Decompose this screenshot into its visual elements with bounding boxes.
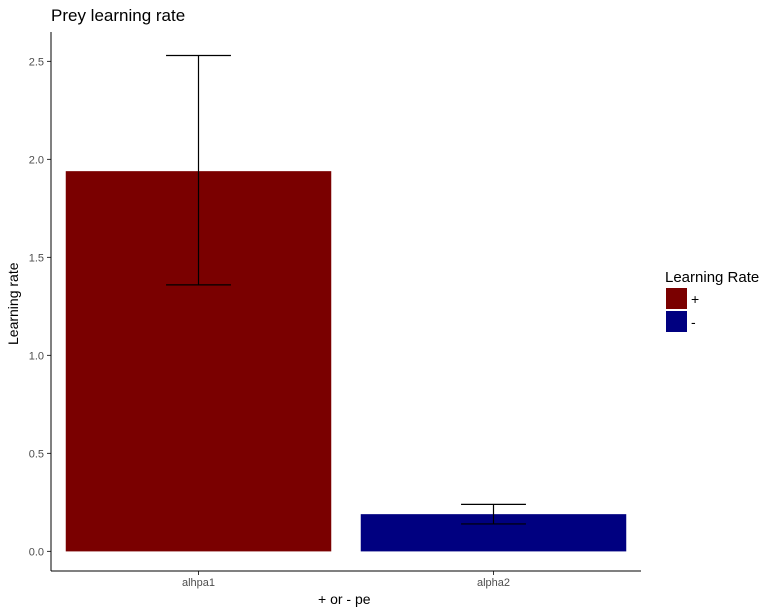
legend-label-0: + bbox=[691, 291, 699, 307]
chart-title: Prey learning rate bbox=[51, 6, 185, 25]
legend: Learning Rate + - bbox=[665, 269, 759, 332]
y-tick-label: 1.0 bbox=[29, 350, 44, 362]
y-tick-label: 0.0 bbox=[29, 546, 44, 558]
legend-key-0 bbox=[666, 288, 687, 309]
legend-title: Learning Rate bbox=[665, 269, 759, 286]
x-axis-title: + or - pe bbox=[318, 591, 371, 607]
y-tick-label: 1.5 bbox=[29, 252, 44, 264]
legend-key-1 bbox=[666, 311, 687, 332]
y-axis-title: Learning rate bbox=[5, 262, 21, 345]
y-tick-label: 0.5 bbox=[29, 448, 44, 460]
y-tick-label: 2.5 bbox=[29, 56, 44, 68]
legend-label-1: - bbox=[691, 314, 696, 330]
x-tick-label: alpha2 bbox=[477, 577, 510, 589]
x-tick-label: alhpa1 bbox=[182, 577, 215, 589]
plot-area: 0.0 0.5 1.0 1.5 2.0 2.5 alhpa1 alpha2 bbox=[29, 54, 627, 589]
y-tick-label: 2.0 bbox=[29, 154, 44, 166]
